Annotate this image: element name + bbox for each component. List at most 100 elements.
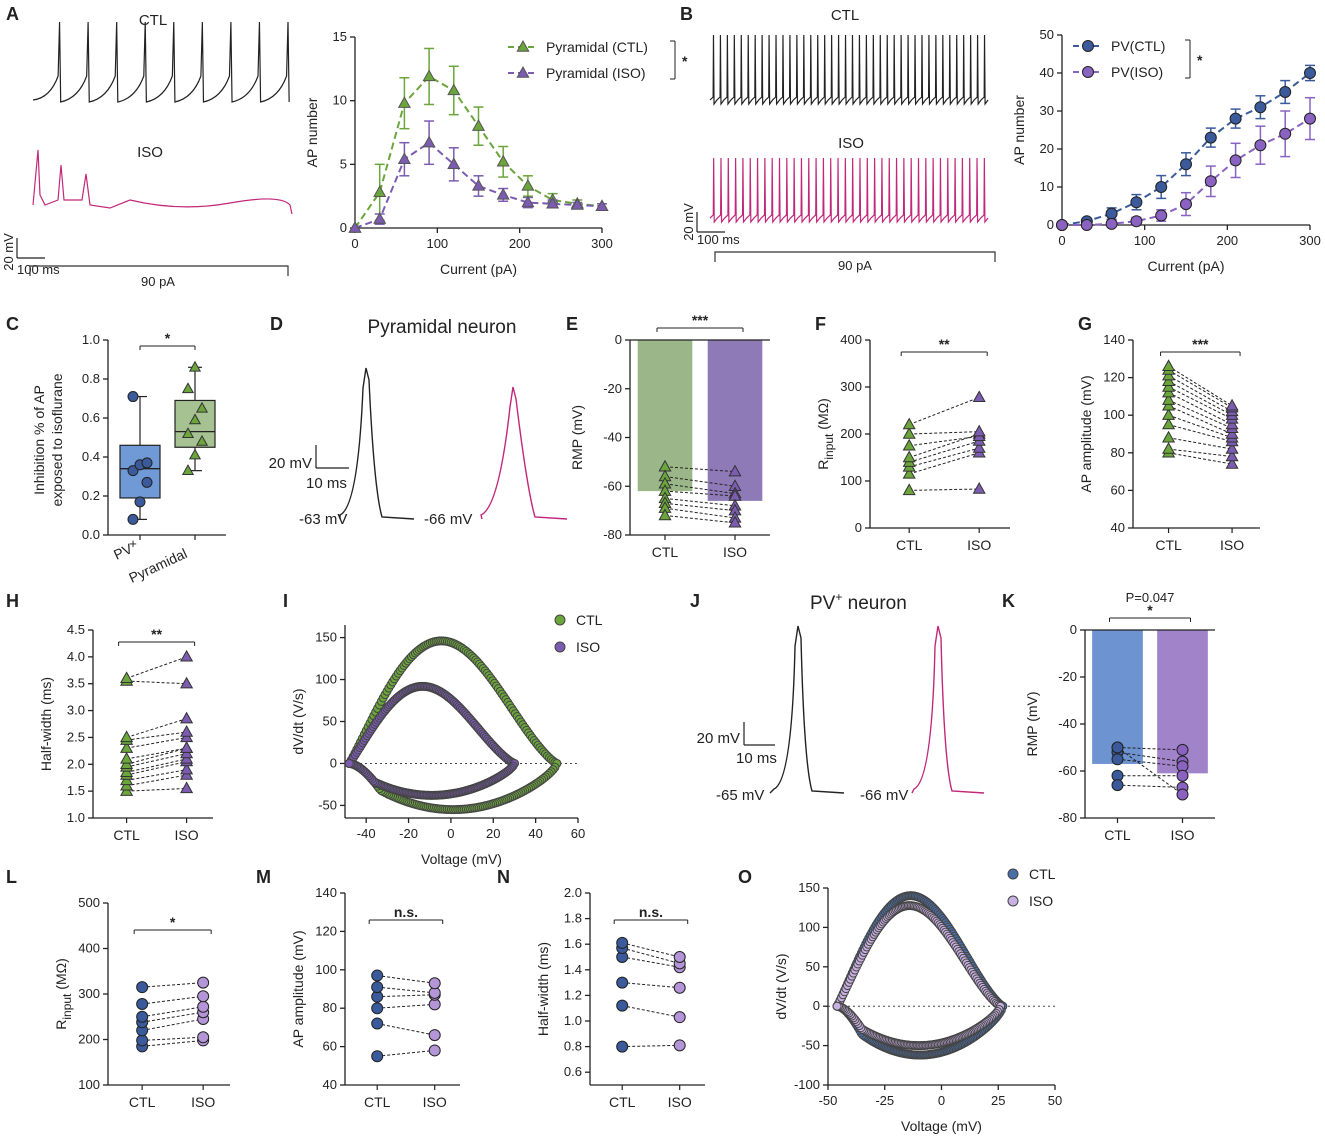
data-point xyxy=(902,466,916,479)
data-point xyxy=(371,1002,384,1015)
y-tick-label: 10 xyxy=(333,93,347,108)
x-tick-label: CTL xyxy=(609,1094,636,1110)
data-point xyxy=(127,391,139,403)
panel-label: F xyxy=(815,314,826,334)
x-axis-label: Current (pA) xyxy=(440,261,517,277)
data-point xyxy=(1176,769,1189,782)
pair-line xyxy=(126,718,187,738)
y-axis-label: dV/dt (V/s) xyxy=(773,953,789,1019)
x-tick-label: 200 xyxy=(1216,233,1238,248)
significance-label: * xyxy=(1147,602,1153,618)
panel-k: 0 -20 -40 -60 -80 RMP (mV) CTL ISO *P=0.047 K xyxy=(1002,590,1215,843)
title-sup: + xyxy=(835,590,842,604)
x-tick-label: 50 xyxy=(1048,1093,1062,1108)
p-value-label: P=0.047 xyxy=(1126,590,1175,605)
data-point xyxy=(1111,741,1124,754)
x-tick-label: ISO xyxy=(1220,537,1244,553)
y-tick-label: 15 xyxy=(333,29,347,44)
panel-label: N xyxy=(497,867,510,887)
data-point xyxy=(136,1010,149,1023)
panel-title: Pyramidal neuron xyxy=(368,317,517,338)
x-tick-label: 0 xyxy=(351,236,358,251)
y-tick-label: 150 xyxy=(315,630,337,645)
pair-line xyxy=(126,774,187,787)
data-point xyxy=(197,1031,210,1044)
pair-line xyxy=(126,747,187,760)
data-point xyxy=(673,951,686,963)
data-point xyxy=(197,990,210,1003)
panel-c: C 0.0 0.2 0.4 0.6 0.8 1.0 Inhibition % of AP exp… xyxy=(6,314,226,586)
y-tick-label: 500 xyxy=(78,895,100,910)
data-point xyxy=(195,434,209,446)
data-point xyxy=(1105,207,1118,220)
title-rest: neuron xyxy=(842,593,906,614)
y-tick-label: 4.0 xyxy=(67,649,85,664)
data-point xyxy=(1111,753,1124,766)
legend-marker xyxy=(554,641,566,653)
x-axis-label: Current (pA) xyxy=(1147,258,1224,274)
rmp-label-iso: -66 mV xyxy=(860,787,908,804)
pair-line xyxy=(622,942,680,958)
legend-label: CTL xyxy=(1029,866,1056,882)
x-tick-label: -20 xyxy=(399,826,418,841)
y-tick-label: -80 xyxy=(603,527,622,542)
trace-label-ctl: CTL xyxy=(831,7,859,24)
y-tick-label: -40 xyxy=(1058,716,1077,731)
panel-label: K xyxy=(1002,591,1015,611)
y-tick-label: 0.8 xyxy=(82,371,100,386)
panel-n: 0.6 0.8 1.0 1.2 1.4 1.6 1.8 2.0 Half-width (ms) C… xyxy=(497,867,705,1110)
x-tick-label: CTL xyxy=(113,827,140,843)
x-tick-label: ISO xyxy=(668,1094,692,1110)
pair-line xyxy=(126,787,187,792)
data-point xyxy=(496,187,510,200)
y-tick-label: 120 xyxy=(315,923,337,938)
data-point xyxy=(141,476,153,488)
data-point xyxy=(546,196,560,209)
data-point xyxy=(397,152,411,164)
y-tick-label: 100 xyxy=(315,672,337,687)
rmp-label-iso: -66 mV xyxy=(424,511,472,528)
data-point xyxy=(521,178,535,191)
pair-line xyxy=(142,1006,204,1018)
y-tick-label: 1.5 xyxy=(67,783,85,798)
y-tick-label: 20 xyxy=(1040,141,1054,156)
data-point xyxy=(1162,393,1176,405)
y-tick-label: 0.6 xyxy=(82,410,100,425)
pair-line xyxy=(622,956,680,968)
data-point xyxy=(181,427,195,438)
y-tick-label: 1.8 xyxy=(564,911,582,926)
scale-label-v: 20 mV xyxy=(681,203,696,241)
y-tick-label: 5 xyxy=(340,156,347,171)
iso-spike-trace xyxy=(32,149,293,215)
y-tick-label: -20 xyxy=(603,381,622,396)
legend-label: PV(ISO) xyxy=(1111,64,1163,80)
y-tick-label: 400 xyxy=(78,941,100,956)
pair-line xyxy=(664,483,736,495)
data-point xyxy=(1225,457,1239,469)
data-point xyxy=(616,999,629,1012)
data-point xyxy=(1130,196,1143,209)
pair-line xyxy=(126,761,187,776)
legend-marker xyxy=(554,614,566,626)
ctl-spike-trace xyxy=(709,34,989,106)
x-tick-label: ISO xyxy=(967,537,991,553)
y-tick-label: 400 xyxy=(840,332,862,347)
y-tick-label: 2.5 xyxy=(67,729,85,744)
data-point xyxy=(1162,442,1176,454)
y-tick-label: 100 xyxy=(78,1077,100,1092)
ctl-spike-trace xyxy=(32,21,290,103)
data-point xyxy=(1254,101,1267,114)
pair-line xyxy=(909,440,980,463)
pair-line xyxy=(664,515,736,524)
data-point xyxy=(1111,779,1124,792)
box xyxy=(119,444,161,499)
x-tick-label: CTL xyxy=(364,1094,391,1110)
scale-label-v: 20 mV xyxy=(697,730,740,747)
data-point xyxy=(120,751,134,764)
step-label: 90 pA xyxy=(838,258,872,273)
y-tick-label: 0 xyxy=(855,520,862,535)
data-point xyxy=(496,154,510,167)
data-point xyxy=(1225,426,1239,439)
y-tick-label: 200 xyxy=(840,426,862,441)
data-point xyxy=(1304,112,1316,125)
